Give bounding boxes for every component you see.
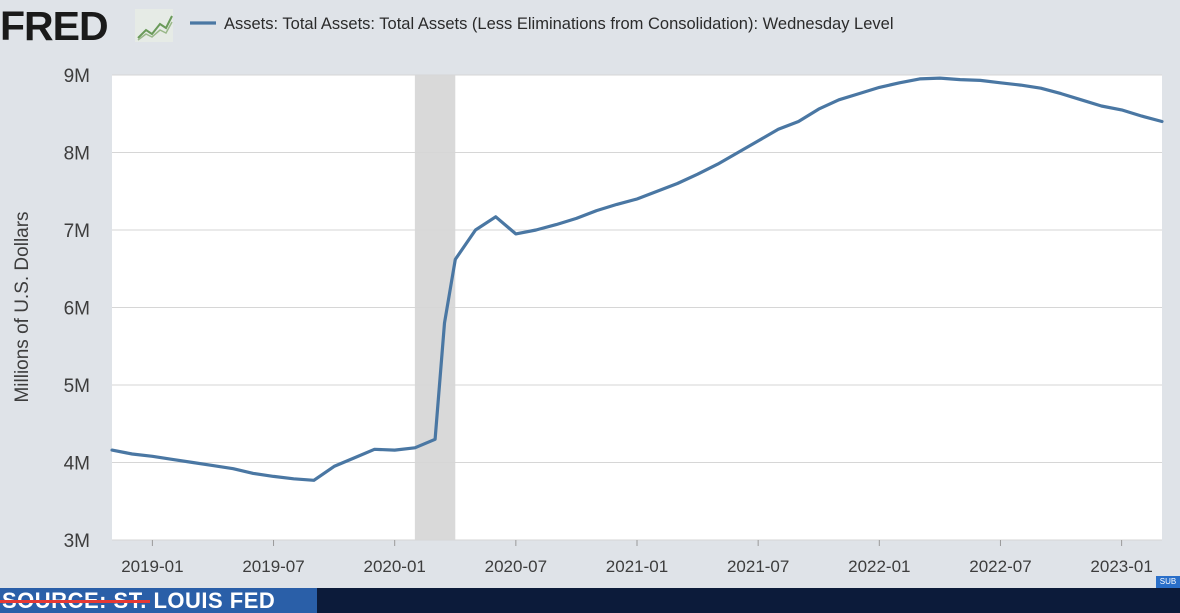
x-tick-label: 2020-01 (363, 557, 425, 576)
y-tick-label: 3M (64, 531, 90, 552)
gridlines (112, 74, 1162, 541)
line-chart-icon (135, 9, 173, 42)
x-tick-label: 2021-01 (606, 557, 668, 576)
x-tick-label: 2022-01 (848, 557, 910, 576)
legend: Assets: Total Assets: Total Assets (Less… (190, 15, 894, 33)
x-tick-label: 2022-07 (969, 557, 1031, 576)
y-tick-label: 4M (64, 454, 90, 475)
x-tick-label: 2021-07 (727, 557, 789, 576)
y-tick-label: 9M (64, 66, 90, 87)
x-tick-label: 2023-01 (1090, 557, 1152, 576)
x-tick-label: 2019-01 (121, 557, 183, 576)
y-axis-label: Millions of U.S. Dollars (12, 211, 33, 402)
series-line-total-assets[interactable] (110, 76, 1164, 482)
x-tick-label: 2019-07 (242, 557, 304, 576)
y-tick-label: 7M (64, 221, 90, 242)
source-bar: SOURCE: ST. LOUIS FED (0, 588, 1180, 613)
y-tick-label: 5M (64, 376, 90, 397)
x-tick-label: 2020-07 (485, 557, 547, 576)
source-underline (0, 600, 150, 603)
fred-logo-text: FRED (0, 3, 108, 49)
legend-label: Assets: Total Assets: Total Assets (Less… (224, 15, 894, 33)
fred-logo[interactable]: FRED (0, 3, 173, 49)
x-axis-ticks: 2019-01 2019-07 2020-01 2020-07 2021-01 2021-… (121, 540, 1153, 576)
y-tick-label: 8M (64, 144, 90, 165)
y-axis-ticks: 3M 4M 5M 6M 7M 8M 9M (64, 66, 90, 552)
subscribe-badge[interactable]: SUB (1156, 576, 1180, 588)
y-tick-label: 6M (64, 299, 90, 320)
